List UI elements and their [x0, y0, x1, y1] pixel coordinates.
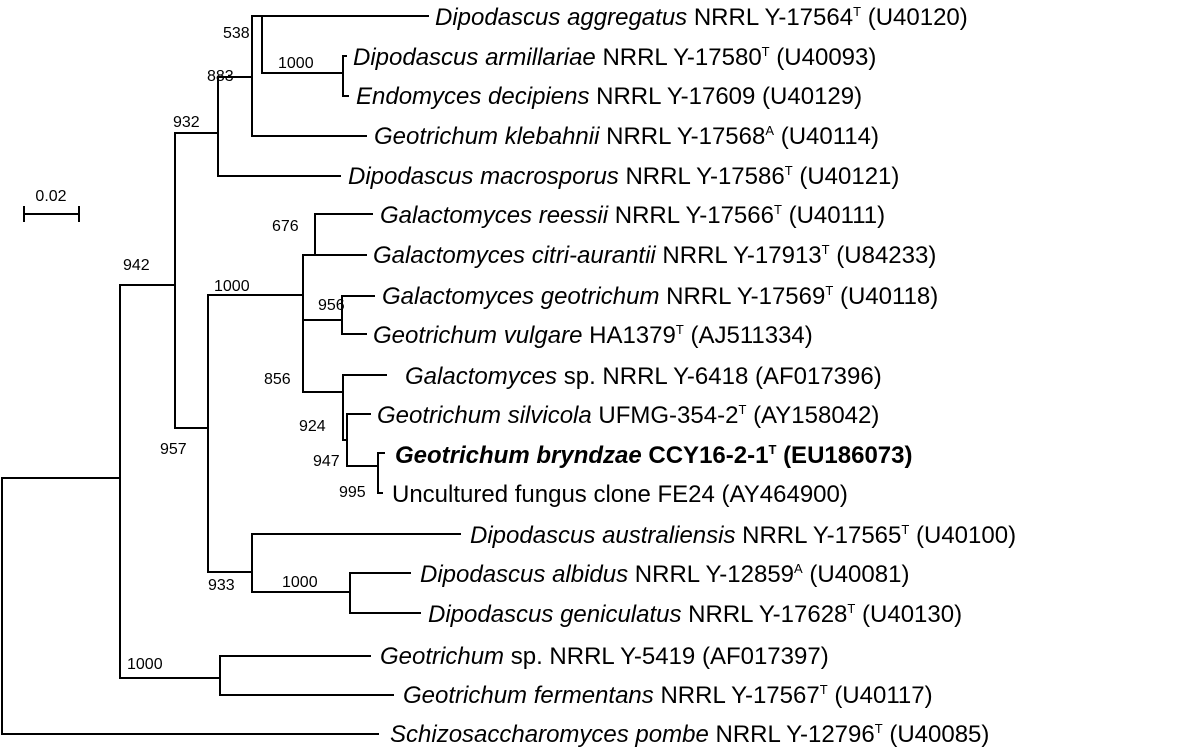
taxon-label: Dipodascus macrosporus NRRL Y-17586T (U4…	[348, 163, 899, 190]
bootstrap-value: 676	[272, 218, 299, 235]
taxon-label: Galactomyces sp. NRRL Y-6418 (AF017396)	[405, 363, 882, 390]
bootstrap-value: 995	[339, 484, 366, 501]
taxon-label: Galactomyces reessii NRRL Y-17566T (U401…	[380, 202, 885, 229]
taxon-label: Dipodascus geniculatus NRRL Y-17628T (U4…	[428, 601, 962, 628]
bootstrap-value: 956	[318, 297, 345, 314]
taxon-labels: Dipodascus aggregatus NRRL Y-17564T (U40…	[348, 4, 1016, 748]
bootstrap-value: 932	[173, 114, 200, 131]
bootstrap-values: 538 1000 883 932 676 956 1000 856 924 94…	[123, 25, 366, 673]
bootstrap-value: 942	[123, 257, 150, 274]
taxon-label: Geotrichum silvicola UFMG-354-2T (AY1580…	[377, 402, 879, 429]
bootstrap-value: 947	[313, 453, 340, 470]
bootstrap-value: 883	[207, 68, 234, 85]
bootstrap-value: 957	[160, 441, 187, 458]
taxon-label: Geotrichum fermentans NRRL Y-17567T (U40…	[403, 682, 933, 709]
taxon-label: Geotrichum vulgare HA1379T (AJ511334)	[373, 322, 813, 349]
bootstrap-value: 1000	[282, 574, 318, 591]
taxon-label: Geotrichum klebahnii NRRL Y-17568A (U401…	[374, 123, 879, 150]
taxon-label: Uncultured fungus clone FE24 (AY464900)	[392, 481, 848, 508]
taxon-label: Geotrichum sp. NRRL Y-5419 (AF017397)	[380, 643, 829, 670]
tree-branches	[1, 15, 461, 735]
taxon-label: Dipodascus aggregatus NRRL Y-17564T (U40…	[435, 4, 968, 31]
taxon-label-highlighted: Geotrichum bryndzae CCY16-2-1T (EU186073…	[395, 442, 912, 469]
taxon-label: Schizosaccharomyces pombe NRRL Y-12796T …	[390, 721, 989, 748]
scale-bar: 0.02	[23, 188, 80, 222]
bootstrap-value: 924	[299, 418, 326, 435]
taxon-label: Galactomyces geotrichum NRRL Y-17569T (U…	[382, 283, 938, 310]
bootstrap-value: 933	[208, 577, 235, 594]
taxon-label: Galactomyces citri-aurantii NRRL Y-17913…	[373, 242, 936, 269]
bootstrap-value: 1000	[278, 55, 314, 72]
bootstrap-value: 856	[264, 371, 291, 388]
taxon-label: Endomyces decipiens NRRL Y-17609 (U40129…	[356, 83, 862, 110]
taxon-label: Dipodascus armillariae NRRL Y-17580T (U4…	[353, 44, 876, 71]
scale-bar-label: 0.02	[35, 188, 66, 205]
bootstrap-value: 1000	[214, 278, 250, 295]
bootstrap-value: 538	[223, 25, 250, 42]
bootstrap-value: 1000	[127, 656, 163, 673]
taxon-label: Dipodascus australiensis NRRL Y-17565T (…	[470, 522, 1016, 549]
taxon-label: Dipodascus albidus NRRL Y-12859A (U40081…	[420, 561, 909, 588]
